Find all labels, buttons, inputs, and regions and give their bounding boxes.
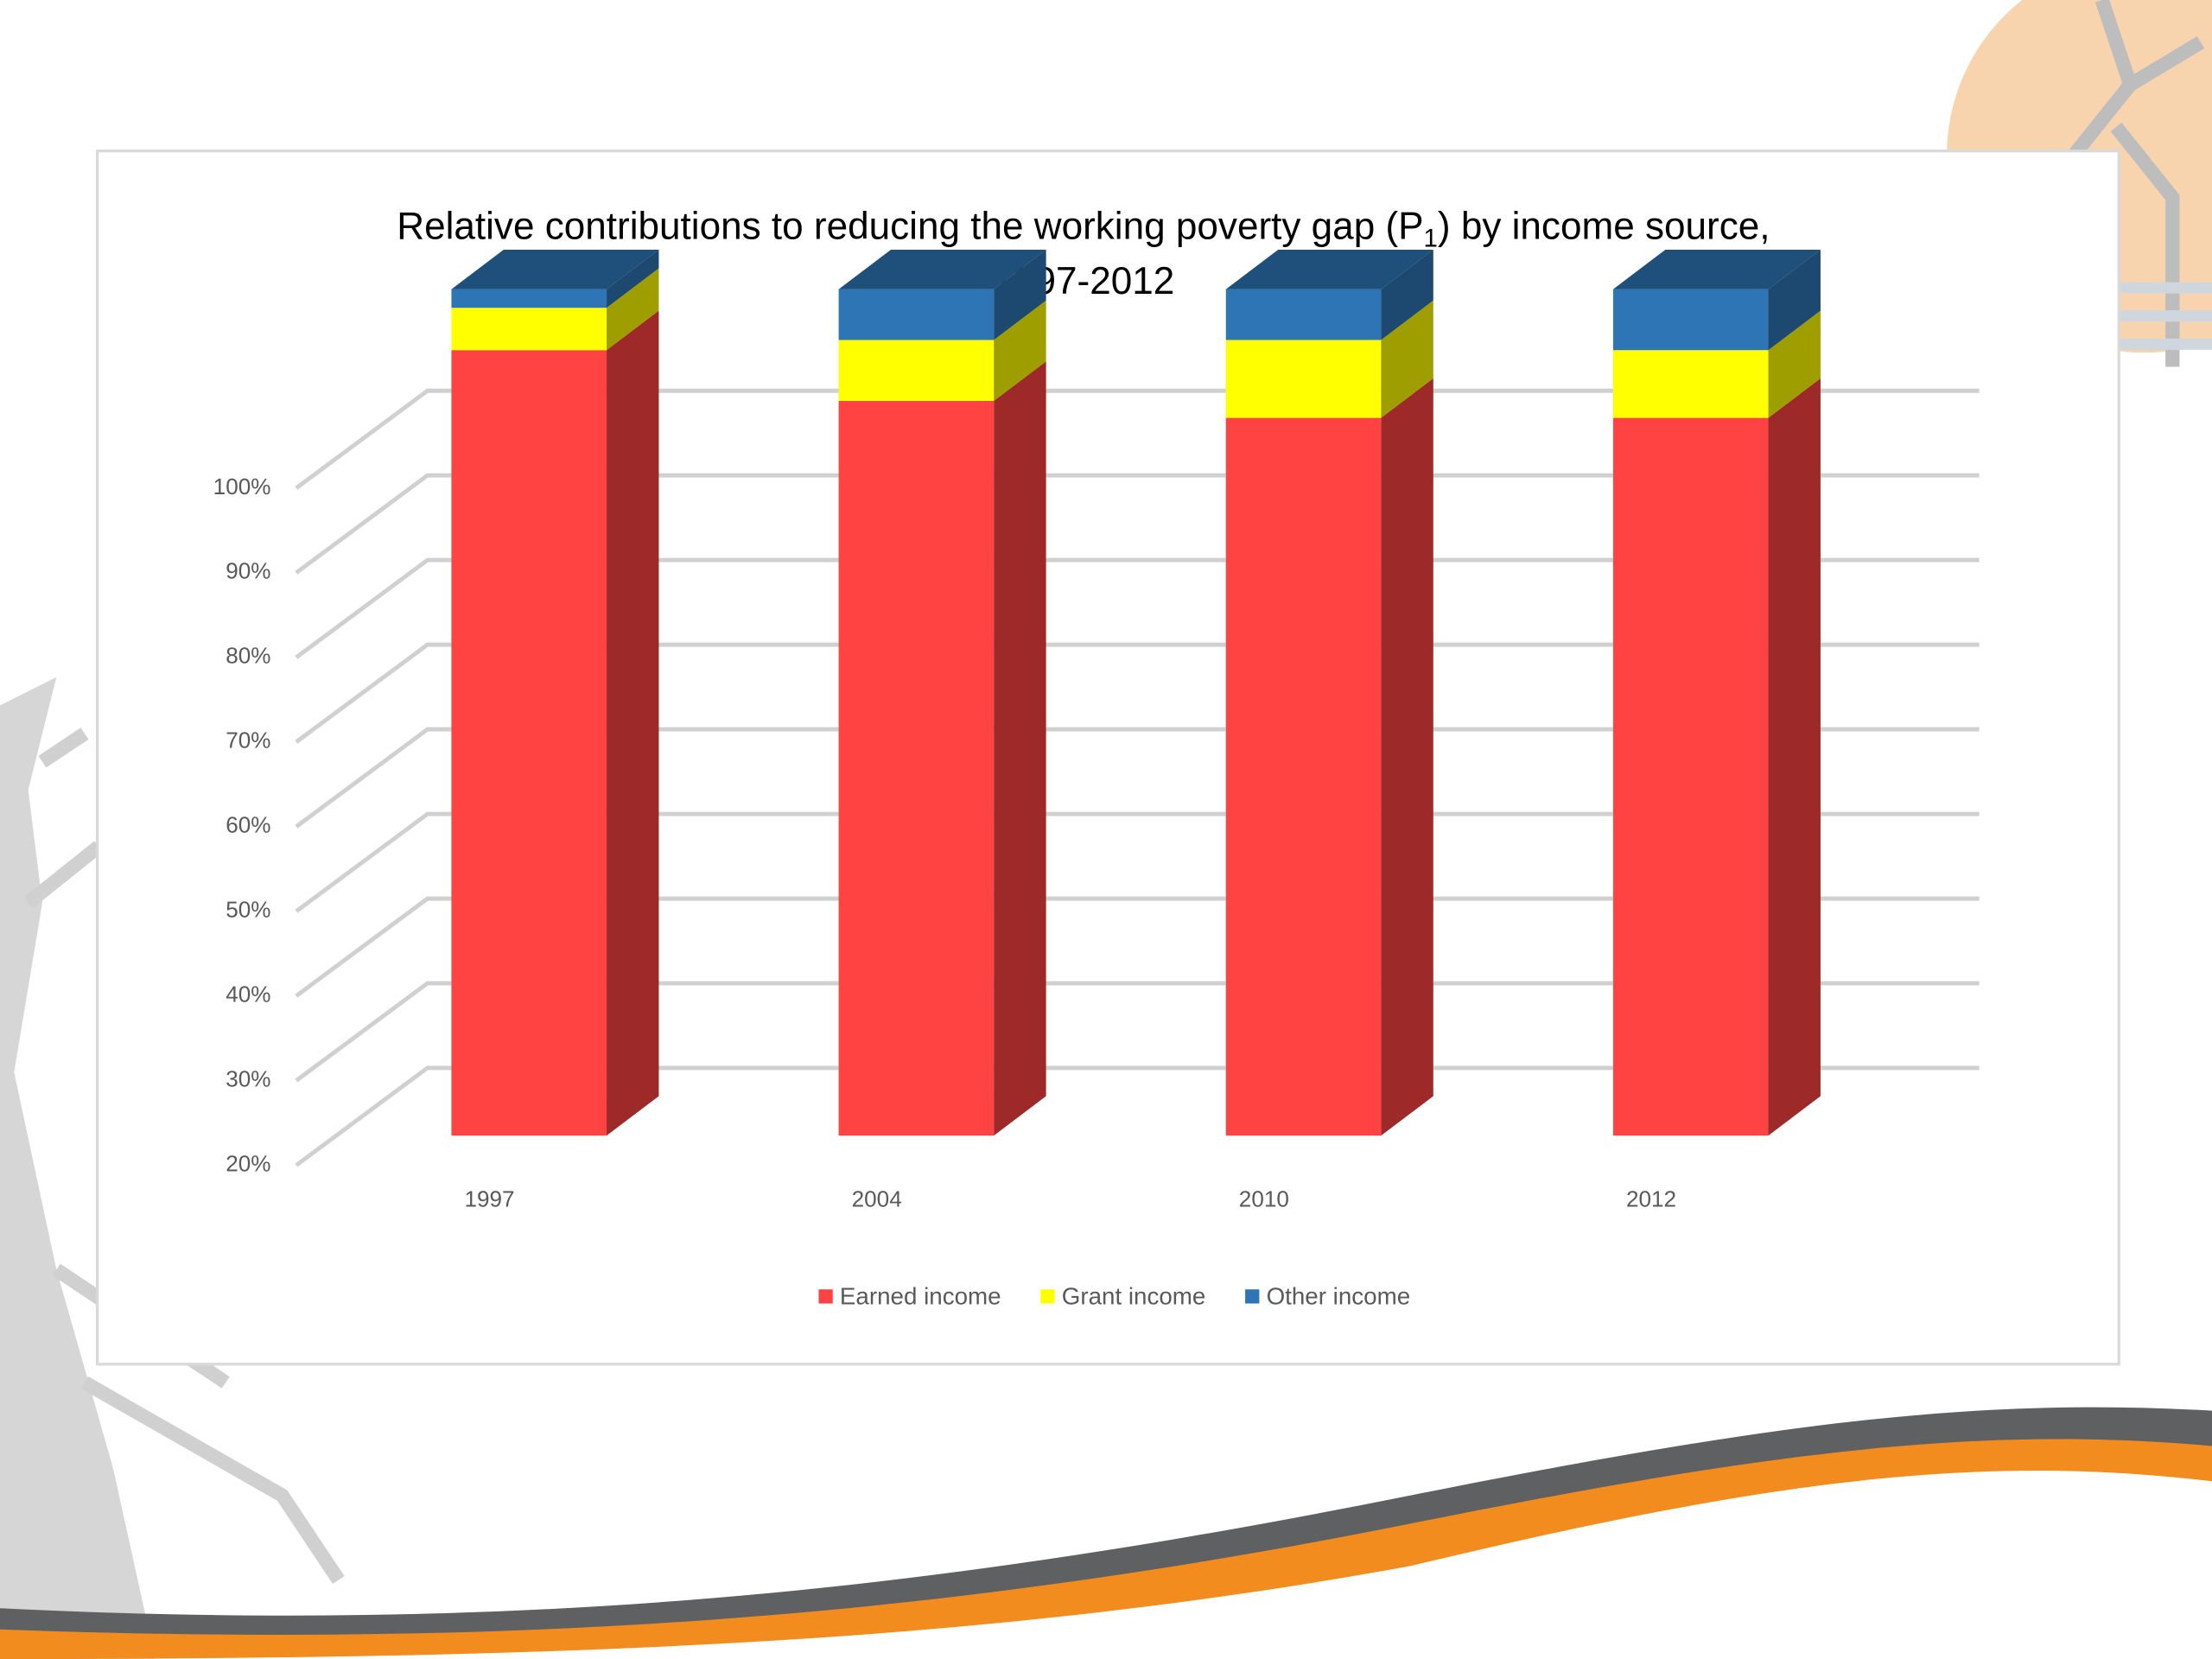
legend-swatch [1040,1289,1055,1304]
y-tick-label: 30% [226,1066,270,1092]
bar-side [994,249,1046,340]
bar-segment [451,310,659,1136]
bar-segment [1225,378,1433,1136]
bar-front [451,308,607,351]
y-tick-label: 100% [213,474,271,499]
bar-segment [1612,249,1821,351]
bar-side [1381,378,1433,1136]
bar-segment [838,361,1046,1136]
y-tick-label: 20% [226,1150,270,1176]
bar-side [607,310,659,1136]
bar-front [838,289,995,340]
legend: Earned income Grant income Other income [818,1282,1410,1309]
y-tick-label: 50% [226,897,270,923]
bar-segment [838,249,1046,340]
x-tick-label: 2010 [1239,1185,1289,1211]
bar-side [994,300,1046,402]
bar-side [1381,249,1433,340]
bar-top [451,249,659,289]
bar-segment [1612,378,1821,1136]
bar-side [994,361,1046,1136]
legend-swatch [818,1289,833,1304]
bar-segment [451,249,659,308]
grid-line [295,473,1980,575]
bar-side [607,249,659,308]
bar-segment [1612,310,1821,418]
bar-top [838,249,1046,289]
bar-front [1225,340,1382,418]
legend-swatch [1245,1289,1260,1304]
title-part: Relative contributions to reducing the w… [397,205,1423,247]
bar-front [838,340,995,402]
grid-line [295,981,1980,1083]
bar-front [1225,417,1382,1136]
grid-line [295,811,1980,913]
bar-front [451,289,607,308]
y-tick-label: 40% [226,982,270,1007]
x-tick-label: 2012 [1626,1185,1676,1211]
legend-label: Grant income [1062,1282,1206,1309]
bar-side [1768,249,1821,351]
bar-top [1612,249,1821,289]
grid-line [295,388,1980,490]
bar-segment [838,300,1046,402]
x-tick-label: 2004 [852,1185,902,1211]
y-tick-label: 80% [226,643,270,669]
y-tick-label: 60% [226,812,270,838]
x-tick-label: 1997 [464,1185,514,1211]
bar-side [607,268,659,351]
bar-front [1612,289,1769,351]
grid-line [295,896,1980,998]
grid-line [295,642,1980,744]
grid-line [295,557,1980,659]
bar-segment [1225,300,1433,418]
chart-title: Relative contributions to reducing the w… [397,205,1770,252]
grid-line [295,1065,1980,1167]
bar-segment [451,268,659,351]
bar-front [1612,350,1769,418]
bar-front [838,401,995,1136]
bar-segment [1225,249,1433,340]
grid-line [295,727,1980,829]
bar-top [1225,249,1433,289]
bar-front [1225,289,1382,340]
bar-front [451,350,607,1136]
title-part: ) by income source, [1438,205,1770,247]
bar-side [1768,310,1821,418]
y-tick-label: 70% [226,728,270,753]
title-subscript: 1 [1424,224,1438,252]
legend-label: Other income [1267,1282,1411,1309]
y-tick-label: 90% [226,558,270,584]
bar-side [1381,300,1433,418]
legend-label: Earned income [840,1282,1001,1309]
bar-front [1612,417,1769,1136]
bar-side [1768,378,1821,1136]
